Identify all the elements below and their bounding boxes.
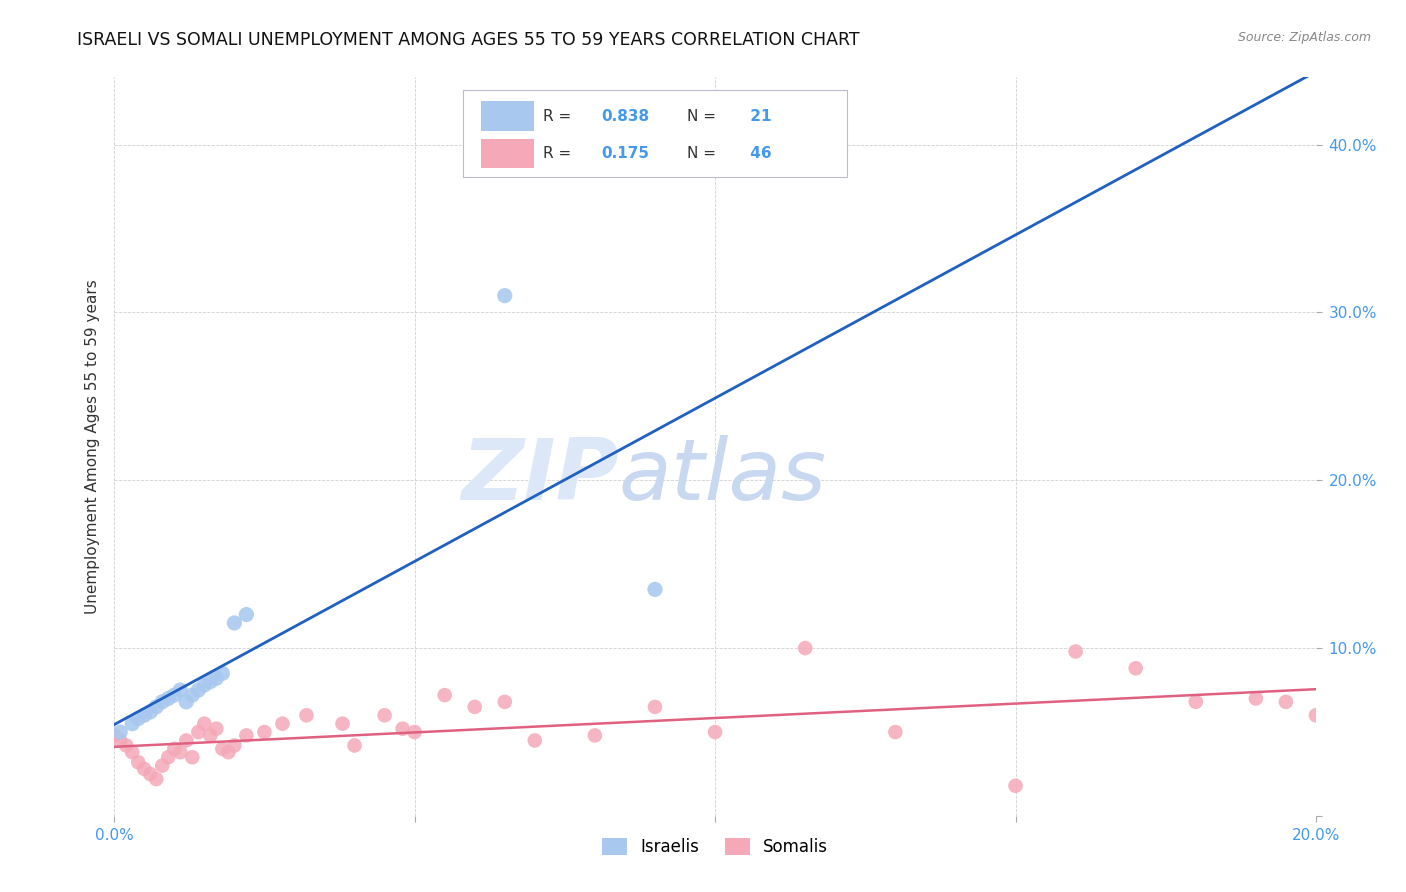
Point bbox=[704, 725, 727, 739]
Text: N =: N = bbox=[688, 146, 721, 161]
Point bbox=[121, 745, 143, 759]
Point bbox=[295, 708, 318, 723]
Point bbox=[1125, 661, 1147, 675]
Point bbox=[150, 758, 173, 772]
Point bbox=[163, 742, 186, 756]
Point bbox=[181, 688, 204, 702]
Point bbox=[583, 728, 606, 742]
Point bbox=[193, 716, 215, 731]
Point bbox=[200, 674, 222, 689]
Point bbox=[217, 745, 239, 759]
Text: R =: R = bbox=[543, 109, 576, 123]
Y-axis label: Unemployment Among Ages 55 to 59 years: Unemployment Among Ages 55 to 59 years bbox=[86, 279, 100, 614]
Point bbox=[794, 641, 817, 656]
Point bbox=[1305, 708, 1327, 723]
FancyBboxPatch shape bbox=[463, 90, 848, 178]
Point bbox=[127, 756, 149, 770]
Point bbox=[150, 695, 173, 709]
Point bbox=[271, 716, 294, 731]
Point bbox=[181, 750, 204, 764]
Point bbox=[404, 725, 426, 739]
Point bbox=[205, 671, 228, 685]
Point bbox=[187, 683, 209, 698]
Text: 0.838: 0.838 bbox=[600, 109, 650, 123]
Point bbox=[644, 582, 666, 597]
Point bbox=[1244, 691, 1267, 706]
Point bbox=[464, 699, 486, 714]
Point bbox=[157, 691, 180, 706]
Text: R =: R = bbox=[543, 146, 576, 161]
Point bbox=[127, 712, 149, 726]
Point bbox=[391, 722, 413, 736]
Point bbox=[224, 739, 246, 753]
Point bbox=[103, 728, 125, 742]
Point bbox=[108, 725, 131, 739]
Point bbox=[884, 725, 907, 739]
Point bbox=[494, 288, 516, 302]
Point bbox=[134, 708, 156, 723]
Point bbox=[157, 750, 180, 764]
Point bbox=[174, 695, 197, 709]
Point bbox=[163, 688, 186, 702]
Point bbox=[1004, 779, 1026, 793]
Point bbox=[174, 733, 197, 747]
Point bbox=[523, 733, 546, 747]
Point bbox=[253, 725, 276, 739]
Point bbox=[121, 716, 143, 731]
Point bbox=[644, 699, 666, 714]
Point bbox=[235, 728, 257, 742]
Point bbox=[169, 683, 191, 698]
Text: 46: 46 bbox=[745, 146, 772, 161]
Point bbox=[1064, 644, 1087, 658]
Point bbox=[211, 666, 233, 681]
Point bbox=[139, 705, 162, 719]
Point bbox=[374, 708, 396, 723]
Point bbox=[235, 607, 257, 622]
Point bbox=[343, 739, 366, 753]
Point bbox=[211, 742, 233, 756]
Text: N =: N = bbox=[688, 109, 721, 123]
FancyBboxPatch shape bbox=[481, 102, 534, 131]
Point bbox=[205, 722, 228, 736]
Point bbox=[145, 772, 167, 786]
Point bbox=[169, 745, 191, 759]
Point bbox=[433, 688, 456, 702]
Text: atlas: atlas bbox=[619, 434, 827, 517]
Text: 0.175: 0.175 bbox=[600, 146, 650, 161]
Point bbox=[134, 762, 156, 776]
FancyBboxPatch shape bbox=[481, 139, 534, 169]
Point bbox=[187, 725, 209, 739]
Point bbox=[200, 728, 222, 742]
Text: ZIP: ZIP bbox=[461, 434, 619, 517]
Point bbox=[108, 733, 131, 747]
Point bbox=[145, 699, 167, 714]
Legend: Israelis, Somalis: Israelis, Somalis bbox=[596, 831, 835, 863]
Point bbox=[193, 678, 215, 692]
Text: ISRAELI VS SOMALI UNEMPLOYMENT AMONG AGES 55 TO 59 YEARS CORRELATION CHART: ISRAELI VS SOMALI UNEMPLOYMENT AMONG AGE… bbox=[77, 31, 860, 49]
Point bbox=[115, 739, 138, 753]
Text: 21: 21 bbox=[745, 109, 772, 123]
Text: Source: ZipAtlas.com: Source: ZipAtlas.com bbox=[1237, 31, 1371, 45]
Point bbox=[332, 716, 354, 731]
Point bbox=[494, 695, 516, 709]
Point bbox=[1184, 695, 1206, 709]
Point bbox=[139, 767, 162, 781]
Point bbox=[224, 615, 246, 630]
Point bbox=[1275, 695, 1298, 709]
